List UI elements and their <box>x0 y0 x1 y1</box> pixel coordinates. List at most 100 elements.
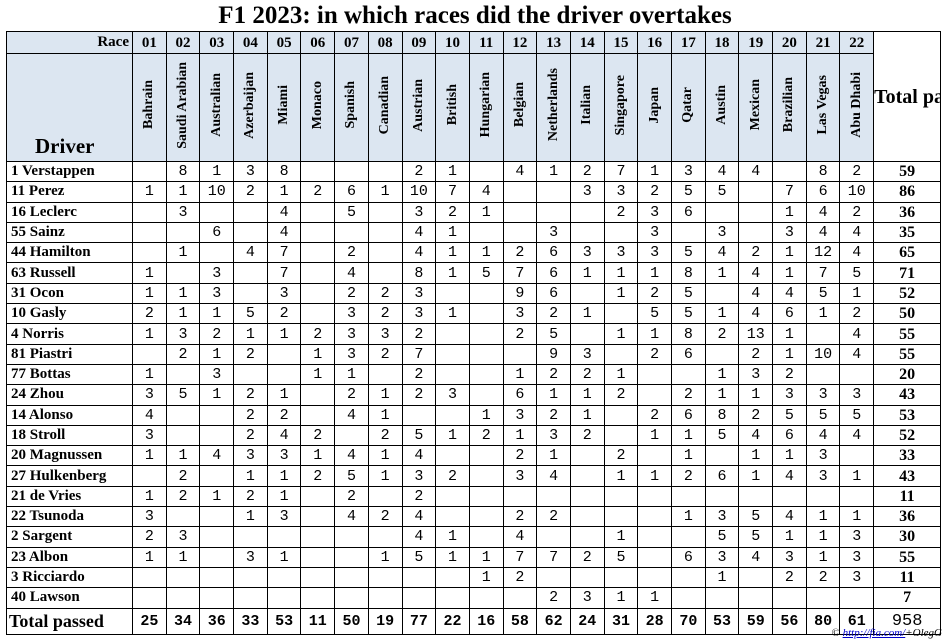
overtake-count-cell <box>199 587 235 609</box>
overtake-count-cell: 3 <box>435 384 470 406</box>
overtake-count-cell: 3 <box>772 384 807 406</box>
overtake-count-cell: 1 <box>132 546 167 568</box>
overtake-count-cell: 3 <box>569 181 605 203</box>
overtake-count-cell: 3 <box>637 221 672 244</box>
overtake-count-cell: 5 <box>401 424 437 447</box>
overtake-count-cell <box>637 485 672 508</box>
overtake-count-cell <box>367 201 403 223</box>
race-total: 24 <box>569 607 605 635</box>
overtake-count-cell: 5 <box>839 262 875 284</box>
race-name-header: Netherlands <box>536 53 571 162</box>
overtake-count-cell: 4 <box>805 221 841 244</box>
overtake-count-cell: 3 <box>502 465 538 487</box>
overtake-count-cell: 3 <box>401 465 437 487</box>
overtake-count-cell: 8 <box>671 323 706 345</box>
table-row: 4 Norris 1 3 2 1 1 2 3 3 2 2 5 1 1 8 2 13 1 4 55 <box>6 323 942 345</box>
overtake-count-cell: 2 <box>233 424 268 447</box>
page-title: F1 2023: in which races did the driver o… <box>218 2 732 29</box>
overtake-count-cell: 1 <box>132 323 167 345</box>
race-total: 62 <box>536 607 571 635</box>
overtake-count-cell: 1 <box>637 262 672 284</box>
overtake-count-cell <box>671 526 706 548</box>
driver-total: 7 <box>873 587 942 609</box>
overtake-count-cell: 7 <box>401 343 437 365</box>
overtake-count-cell: 9 <box>536 343 571 365</box>
driver-name: 63 Russell <box>6 262 133 284</box>
overtake-count-cell: 1 <box>671 506 706 528</box>
overtake-count-cell: 5 <box>637 303 672 325</box>
overtake-count-cell: 3 <box>839 384 875 406</box>
overtake-count-cell: 2 <box>502 323 538 345</box>
overtake-count-cell <box>435 363 470 386</box>
overtake-count-cell <box>367 262 403 284</box>
overtake-count-cell: 1 <box>435 160 470 183</box>
overtake-count-cell <box>468 506 504 528</box>
overtake-count-cell: 1 <box>536 160 571 183</box>
overtake-count-cell: 1 <box>266 323 302 345</box>
overtake-count-cell: 5 <box>536 323 571 345</box>
race-number: 05 <box>266 31 302 54</box>
overtake-count-cell <box>502 221 538 244</box>
overtake-count-cell: 4 <box>468 181 504 203</box>
overtake-count-cell <box>233 282 268 305</box>
overtake-count-cell: 1 <box>266 181 302 203</box>
driver-name: 16 Leclerc <box>6 201 133 223</box>
overtake-count-cell: 4 <box>738 303 774 325</box>
driver-total: 33 <box>873 445 942 467</box>
overtake-count-cell <box>569 526 605 548</box>
overtake-count-cell: 5 <box>233 303 268 325</box>
overtake-count-cell <box>468 343 504 365</box>
overtake-count-cell <box>132 201 167 223</box>
race-total: 11 <box>300 607 336 635</box>
overtake-count-cell: 3 <box>401 282 437 305</box>
overtake-count-cell: 3 <box>165 323 201 345</box>
overtake-count-cell: 6 <box>536 282 571 305</box>
overtake-count-cell <box>805 323 841 345</box>
overtake-count-cell: 1 <box>569 404 605 426</box>
overtake-count-cell: 1 <box>435 546 470 568</box>
overtake-count-cell: 4 <box>334 445 369 467</box>
overtake-count-cell <box>367 160 403 183</box>
overtake-count-cell: 3 <box>738 363 774 386</box>
overtake-count-cell: 6 <box>502 384 538 406</box>
race-name: Mexican <box>747 79 763 131</box>
overtake-count-cell <box>233 587 268 609</box>
overtake-count-cell <box>165 262 201 284</box>
overtake-count-cell: 1 <box>367 384 403 406</box>
overtake-count-cell: 1 <box>367 404 403 426</box>
overtake-count-cell <box>671 363 706 386</box>
race-name: Singapore <box>612 74 628 136</box>
table-row: 81 Piastri 2 1 2 1 3 2 7 9 3 2 6 2 1 10 4 55 <box>6 343 942 365</box>
overtake-count-cell <box>435 282 470 305</box>
overtake-count-cell: 4 <box>401 221 437 244</box>
table-row: 24 Zhou 3 5 1 2 1 2 1 2 3 6 1 1 2 2 1 1 3 3 3 43 <box>6 384 942 406</box>
overtake-count-cell <box>468 384 504 406</box>
overtake-count-cell: 5 <box>738 506 774 528</box>
overtake-count-cell <box>132 343 167 365</box>
overtake-count-cell <box>435 404 470 426</box>
driver-total: 55 <box>873 323 942 345</box>
overtake-count-cell: 7 <box>536 546 571 568</box>
overtake-count-cell: 2 <box>435 201 470 223</box>
overtake-count-cell: 5 <box>704 181 740 203</box>
overtake-count-cell <box>165 566 201 589</box>
overtake-count-cell: 5 <box>738 526 774 548</box>
overtake-count-cell <box>805 485 841 508</box>
source-link[interactable]: http://fia.com/ <box>842 627 906 639</box>
table-row: 18 Stroll 3 2 4 2 2 5 1 2 1 3 2 1 1 5 4 6 4 4 52 <box>6 424 942 447</box>
race-number: 11 <box>468 31 504 54</box>
overtake-count-cell: 3 <box>569 587 605 609</box>
overtake-count-cell: 1 <box>671 445 706 467</box>
overtake-count-cell: 10 <box>805 343 841 365</box>
overtake-count-cell <box>300 160 336 183</box>
overtake-count-cell <box>233 221 268 244</box>
overtake-count-cell: 1 <box>704 384 740 406</box>
overtake-count-cell: 4 <box>738 424 774 447</box>
table-row: 21 de Vries 1 2 1 2 1 2 2 11 <box>6 485 942 508</box>
overtake-count-cell: 2 <box>300 181 336 203</box>
table-row: 63 Russell 1 3 7 4 8 1 5 7 6 1 1 1 8 1 4 1 7 5 71 <box>6 262 942 284</box>
overtake-count-cell: 3 <box>367 323 403 345</box>
overtake-count-cell: 4 <box>772 465 807 487</box>
overtake-count-cell: 2 <box>603 445 639 467</box>
overtake-count-cell: 2 <box>569 546 605 568</box>
